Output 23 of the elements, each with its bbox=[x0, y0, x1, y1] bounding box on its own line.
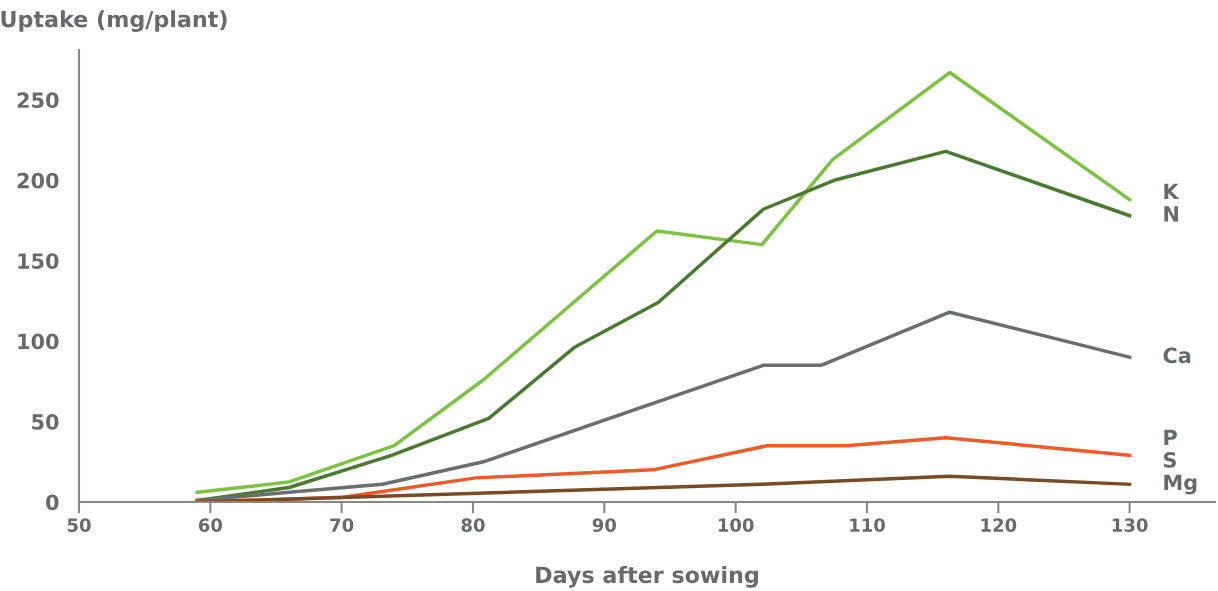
series-label: P bbox=[1164, 429, 1177, 446]
x-tick-label: 100 bbox=[718, 518, 754, 532]
x-tick-label: 50 bbox=[67, 518, 91, 532]
y-tick-label: 0 bbox=[46, 494, 59, 511]
annotation: S bbox=[1163, 452, 1176, 468]
series-label: N bbox=[1164, 206, 1178, 222]
x-tick-label: 130 bbox=[1112, 518, 1148, 532]
y-tick-label: 100 bbox=[18, 333, 59, 350]
x-tick-label: 60 bbox=[198, 518, 223, 532]
y-tick-label: 250 bbox=[17, 92, 59, 109]
series-label: Mg bbox=[1164, 474, 1197, 495]
x-tick-label: 90 bbox=[592, 518, 617, 532]
x-tick-label: 120 bbox=[981, 518, 1017, 532]
series-label: Ca bbox=[1163, 347, 1191, 364]
series-label: K bbox=[1164, 183, 1180, 199]
y-tick-label: 50 bbox=[32, 414, 59, 430]
x-axis-title: Days after sowing bbox=[536, 566, 758, 588]
y-tick-label: 200 bbox=[17, 172, 59, 189]
x-tick-label: 70 bbox=[330, 518, 354, 532]
y-tick-label: 150 bbox=[18, 253, 59, 269]
x-tick-label: 80 bbox=[461, 518, 485, 532]
y-axis-title: Uptake (mg/plant) bbox=[1, 10, 227, 32]
x-tick-label: 110 bbox=[850, 518, 885, 532]
